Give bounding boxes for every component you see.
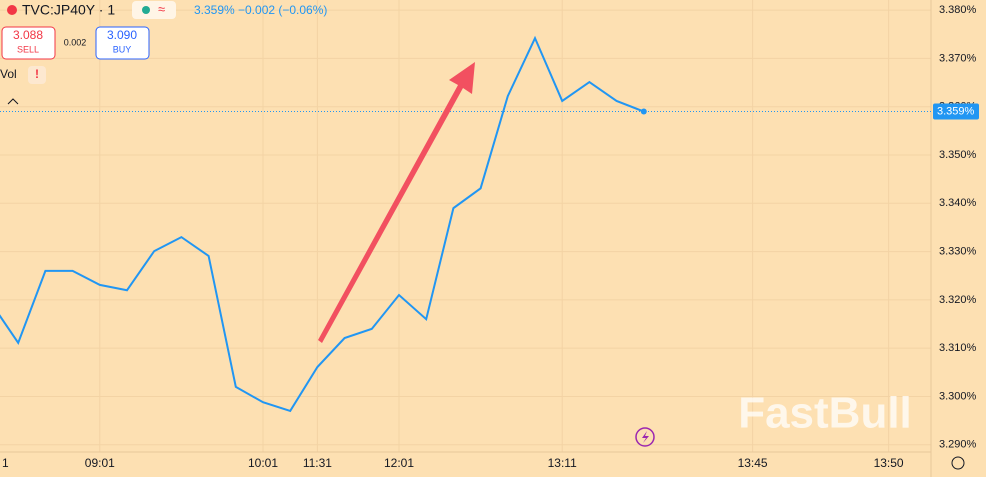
x-tick-label: 09:01 (85, 456, 115, 470)
sell-label: SELL (17, 44, 39, 54)
y-tick-label: 3.330% (939, 246, 977, 258)
sell-price: 3.088 (13, 28, 43, 42)
price-change: −0.002 (−0.06%) (238, 3, 327, 17)
x-tick-label: 10:01 (248, 456, 278, 470)
x-tick-label: 12:01 (384, 456, 414, 470)
symbol-icon (7, 5, 17, 15)
x-tick-label: 13:50 (874, 456, 904, 470)
x-tick-label: 13:45 (738, 456, 768, 470)
y-tick-label: 3.310% (939, 342, 977, 354)
y-tick-label: 3.380% (939, 4, 977, 16)
y-tick-label: 3.300% (939, 390, 977, 402)
buy-label: BUY (113, 44, 132, 54)
watermark: FastBull (738, 389, 912, 438)
symbol-title: TVC:JP40Y · 1 (22, 2, 115, 18)
status-icon: ≈ (158, 1, 165, 16)
y-tick-label: 3.340% (939, 197, 977, 209)
y-tick-label: 3.350% (939, 149, 977, 161)
last-price: 3.359% (194, 3, 235, 17)
last-point (641, 109, 647, 115)
y-tick-label: 3.370% (939, 52, 977, 64)
buy-price: 3.090 (107, 28, 137, 42)
x-tick-label: 13:11 (548, 456, 577, 470)
x-tick-label: 11:31 (303, 456, 332, 470)
spread: 0.002 (64, 37, 87, 47)
x-tick-label: 1 (2, 456, 9, 470)
volume-label: Vol (0, 67, 17, 81)
y-tick-label: 3.290% (939, 439, 977, 451)
status-badge (132, 1, 176, 19)
current-price-label: 3.359% (937, 105, 975, 117)
status-dot (142, 6, 150, 14)
y-tick-label: 3.320% (939, 294, 977, 306)
volume-alert: ! (35, 67, 39, 81)
